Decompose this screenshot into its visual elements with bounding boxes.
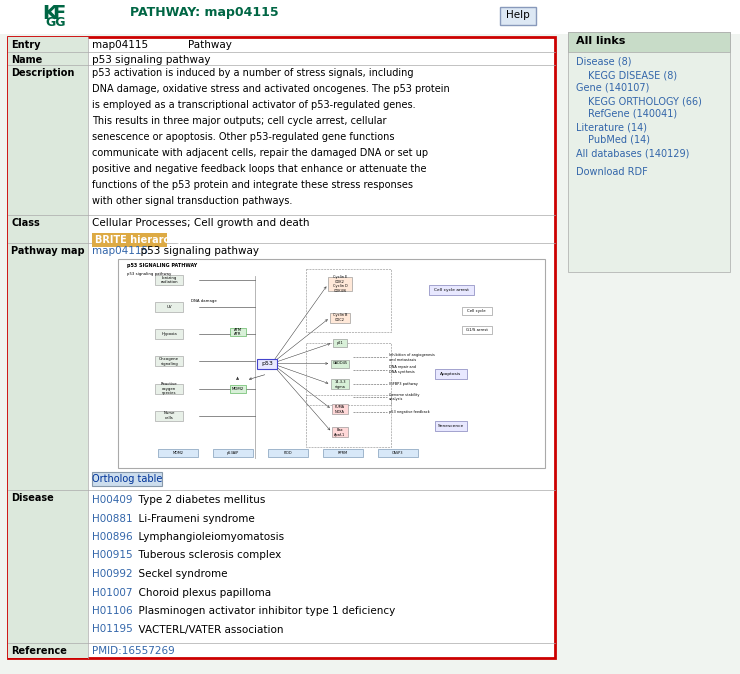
FancyBboxPatch shape [0, 0, 740, 34]
Text: p53AIP: p53AIP [227, 451, 239, 455]
FancyBboxPatch shape [155, 384, 184, 394]
FancyBboxPatch shape [435, 421, 467, 431]
FancyBboxPatch shape [332, 404, 348, 415]
FancyBboxPatch shape [331, 379, 349, 390]
Text: MDM2: MDM2 [232, 387, 243, 390]
Text: DNA damage: DNA damage [190, 299, 216, 303]
FancyBboxPatch shape [155, 329, 184, 339]
Text: Bax
Apaf-1: Bax Apaf-1 [334, 428, 346, 437]
Text: Choroid plexus papilloma: Choroid plexus papilloma [132, 588, 271, 597]
Text: Literature (14): Literature (14) [576, 122, 647, 132]
Text: Apoptosis: Apoptosis [440, 372, 462, 376]
Text: H00992: H00992 [92, 569, 132, 579]
Text: is employed as a transcriptional activator of p53-regulated genes.: is employed as a transcriptional activat… [92, 100, 416, 110]
Text: GADD45: GADD45 [332, 361, 348, 365]
Text: p53 SIGNALING PATHWAY: p53 SIGNALING PATHWAY [127, 263, 197, 268]
FancyBboxPatch shape [92, 233, 167, 247]
Text: PUMA
NOXA: PUMA NOXA [335, 405, 345, 414]
Text: p53: p53 [261, 361, 273, 366]
Text: Senescence: Senescence [438, 424, 464, 428]
Text: PMID:16557269: PMID:16557269 [92, 646, 175, 656]
FancyBboxPatch shape [8, 37, 88, 658]
Text: UV: UV [166, 305, 172, 309]
Text: KEGG ORTHOLOGY (66): KEGG ORTHOLOGY (66) [588, 96, 702, 106]
Text: Cyclin B
CDC2: Cyclin B CDC2 [333, 313, 347, 321]
Text: Disease: Disease [11, 493, 54, 503]
Text: p53 signaling pathway: p53 signaling pathway [127, 272, 171, 276]
Text: 14-3-3
sigma: 14-3-3 sigma [334, 380, 346, 389]
Text: Class: Class [11, 218, 40, 228]
Text: Pathway map: Pathway map [11, 246, 84, 256]
Text: Lymphangioleiomyomatosis: Lymphangioleiomyomatosis [132, 532, 284, 542]
Text: Reference: Reference [11, 646, 67, 656]
FancyBboxPatch shape [331, 359, 349, 367]
Text: with other signal transduction pathways.: with other signal transduction pathways. [92, 196, 292, 206]
Text: Type 2 diabetes mellitus: Type 2 diabetes mellitus [132, 495, 266, 505]
FancyBboxPatch shape [92, 472, 162, 486]
FancyBboxPatch shape [500, 7, 536, 25]
FancyBboxPatch shape [378, 449, 418, 457]
Text: Cell cycle arrest: Cell cycle arrest [434, 288, 468, 293]
Text: DNA repair and
DNA synthesis: DNA repair and DNA synthesis [389, 365, 416, 374]
Text: p53 signaling pathway: p53 signaling pathway [134, 246, 259, 256]
Text: map04115: map04115 [92, 246, 148, 256]
Text: H00409: H00409 [92, 495, 132, 505]
Text: map04115: map04115 [92, 40, 148, 50]
Text: All links: All links [576, 36, 625, 46]
Text: PIDD: PIDD [283, 451, 292, 455]
Text: RPRM: RPRM [338, 451, 348, 455]
FancyBboxPatch shape [462, 326, 491, 334]
FancyBboxPatch shape [330, 313, 350, 323]
FancyBboxPatch shape [155, 410, 184, 421]
Text: Cellular Processes; Cell growth and death: Cellular Processes; Cell growth and deat… [92, 218, 309, 228]
FancyBboxPatch shape [323, 449, 363, 457]
FancyBboxPatch shape [568, 32, 730, 272]
Text: Gene (140107): Gene (140107) [576, 83, 650, 93]
Text: H01106: H01106 [92, 606, 132, 616]
Text: Disease (8): Disease (8) [576, 57, 631, 67]
FancyBboxPatch shape [8, 37, 555, 658]
Text: IGFBP3 pathway: IGFBP3 pathway [389, 382, 418, 386]
Text: Entry: Entry [11, 40, 41, 50]
Text: p21: p21 [337, 340, 343, 344]
Text: functions of the p53 protein and integrate these stress responses: functions of the p53 protein and integra… [92, 180, 413, 190]
Text: Cell cycle: Cell cycle [468, 309, 486, 313]
Text: K: K [42, 4, 57, 23]
FancyBboxPatch shape [258, 359, 278, 369]
Text: KEGG DISEASE (8): KEGG DISEASE (8) [588, 70, 677, 80]
FancyBboxPatch shape [158, 449, 198, 457]
Text: Hypoxia: Hypoxia [161, 332, 177, 336]
Text: p53 signaling pathway: p53 signaling pathway [92, 55, 210, 65]
Text: PubMed (14): PubMed (14) [588, 135, 650, 145]
Text: p53 negative feedback: p53 negative feedback [389, 410, 430, 414]
Text: Reactive
oxygen
species: Reactive oxygen species [161, 382, 178, 395]
Text: Oncogene
signaling: Oncogene signaling [159, 357, 179, 366]
Text: ATM
ATR: ATM ATR [234, 328, 242, 336]
FancyBboxPatch shape [332, 427, 348, 437]
Text: H00881: H00881 [92, 514, 132, 524]
FancyBboxPatch shape [213, 449, 253, 457]
Text: Help: Help [506, 10, 530, 20]
Text: Pathway: Pathway [188, 40, 232, 50]
Text: CASP3: CASP3 [392, 451, 404, 455]
FancyBboxPatch shape [155, 302, 184, 312]
FancyBboxPatch shape [229, 328, 246, 336]
Text: senescence or apoptosis. Other p53-regulated gene functions: senescence or apoptosis. Other p53-regul… [92, 132, 394, 142]
Text: DNA damage, oxidative stress and activated oncogenes. The p53 protein: DNA damage, oxidative stress and activat… [92, 84, 450, 94]
FancyBboxPatch shape [568, 32, 730, 52]
Text: Ortholog table: Ortholog table [92, 474, 162, 484]
FancyBboxPatch shape [229, 385, 246, 392]
Text: H01195: H01195 [92, 625, 132, 634]
FancyBboxPatch shape [462, 307, 491, 315]
Text: p53 activation is induced by a number of stress signals, including: p53 activation is induced by a number of… [92, 68, 414, 78]
Text: This results in three major outputs; cell cycle arrest, cellular: This results in three major outputs; cel… [92, 116, 386, 126]
Text: Inhibition of angiogenesis
and metastasis: Inhibition of angiogenesis and metastasi… [389, 353, 435, 361]
Text: H01007: H01007 [92, 588, 132, 597]
Text: positive and negative feedback loops that enhance or attenuate the: positive and negative feedback loops tha… [92, 164, 426, 174]
Text: Cyclin E
CDK2
Cyclin D
CDK4/6: Cyclin E CDK2 Cyclin D CDK4/6 [333, 275, 347, 293]
Text: Plasminogen activator inhibitor type 1 deficiency: Plasminogen activator inhibitor type 1 d… [132, 606, 395, 616]
Text: Nurse
cells: Nurse cells [164, 411, 175, 420]
FancyBboxPatch shape [328, 277, 352, 291]
Text: H00896: H00896 [92, 532, 132, 542]
